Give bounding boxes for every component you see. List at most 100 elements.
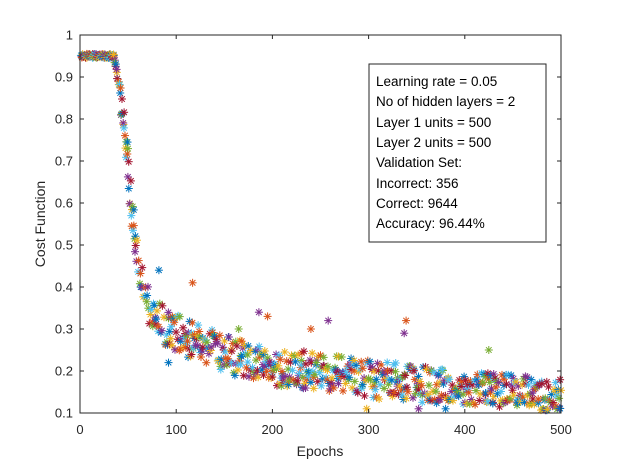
annotation-box: Learning rate = 0.05 No of hidden layers… xyxy=(368,63,547,243)
data-point xyxy=(237,337,246,346)
y-tick-label: 0.3 xyxy=(55,322,73,337)
data-point xyxy=(167,322,176,331)
data-point xyxy=(221,347,230,356)
data-point xyxy=(317,381,326,390)
data-point xyxy=(401,371,410,380)
data-point xyxy=(309,384,318,393)
data-point xyxy=(217,355,226,364)
data-point xyxy=(423,390,432,399)
data-point xyxy=(424,381,433,390)
data-point xyxy=(348,383,357,392)
data-point xyxy=(268,373,277,381)
data-point xyxy=(158,301,167,310)
data-point xyxy=(551,378,560,387)
data-point xyxy=(124,184,133,193)
x-tick-label: 300 xyxy=(358,422,380,437)
data-point xyxy=(122,153,130,162)
data-point xyxy=(365,357,374,366)
data-point xyxy=(402,394,411,403)
data-point xyxy=(337,353,346,361)
annotation-learning-rate: Learning rate = 0.05 xyxy=(376,74,497,89)
data-point xyxy=(309,373,318,382)
data-point xyxy=(358,380,367,389)
data-point xyxy=(357,357,366,366)
data-point xyxy=(232,342,241,350)
data-point xyxy=(366,375,375,384)
data-point xyxy=(400,329,409,338)
y-tick-label: 0.8 xyxy=(55,112,73,127)
data-point xyxy=(230,371,239,380)
data-point xyxy=(254,308,263,317)
data-point xyxy=(497,387,505,396)
annotation-layer2-units: Layer 2 units = 500 xyxy=(376,135,491,150)
data-point xyxy=(203,338,211,347)
data-point xyxy=(276,355,285,364)
y-tick-label: 1 xyxy=(66,28,73,43)
x-axis-label: Epochs xyxy=(297,443,344,459)
data-point xyxy=(492,383,500,392)
y-axis-label: Cost Function xyxy=(32,181,48,267)
x-tick-label: 500 xyxy=(550,422,572,437)
data-point xyxy=(481,389,490,397)
data-point xyxy=(172,328,181,337)
data-point xyxy=(432,387,440,396)
data-point xyxy=(301,384,310,392)
data-point xyxy=(360,391,369,400)
data-point xyxy=(324,316,333,325)
data-point xyxy=(362,404,371,413)
data-point xyxy=(383,358,392,367)
data-point xyxy=(207,343,216,351)
data-point xyxy=(119,119,128,127)
data-point xyxy=(464,388,473,397)
data-point xyxy=(445,375,454,384)
data-point xyxy=(403,387,412,396)
data-point xyxy=(323,362,332,371)
y-tick-label: 0.2 xyxy=(55,364,73,379)
data-point xyxy=(341,379,350,388)
data-point xyxy=(358,364,367,373)
data-point xyxy=(417,381,426,390)
data-point xyxy=(388,392,397,401)
data-point xyxy=(402,316,411,325)
data-point xyxy=(298,373,307,382)
data-point xyxy=(236,360,245,369)
y-tick-label: 0.4 xyxy=(55,280,73,295)
data-point xyxy=(435,378,444,387)
data-point xyxy=(489,392,498,401)
data-point xyxy=(170,318,179,327)
data-point xyxy=(131,247,139,256)
data-point xyxy=(239,371,248,380)
data-point xyxy=(352,361,361,370)
data-point xyxy=(262,367,271,376)
data-point xyxy=(243,358,252,367)
data-point xyxy=(154,266,163,275)
plot-frame xyxy=(79,34,562,414)
annotation-hidden-layers: No of hidden layers = 2 xyxy=(376,94,515,109)
data-point xyxy=(484,346,493,354)
data-point xyxy=(224,333,233,341)
data-point xyxy=(274,361,283,370)
data-point xyxy=(234,325,243,333)
x-tick-label: 0 xyxy=(76,422,83,437)
y-tick-label: 0.1 xyxy=(55,406,73,421)
data-point xyxy=(246,346,255,355)
data-point xyxy=(263,312,272,321)
data-point xyxy=(544,382,553,391)
data-point xyxy=(188,278,197,287)
data-point xyxy=(485,378,494,387)
x-tick-label: 200 xyxy=(262,422,284,437)
data-point xyxy=(150,301,159,310)
data-point xyxy=(197,353,205,361)
data-point xyxy=(123,150,132,158)
annotation-accuracy: Accuracy: 96.44% xyxy=(376,216,485,231)
data-point xyxy=(227,347,236,356)
data-point xyxy=(312,358,321,367)
data-point xyxy=(260,347,269,355)
data-point xyxy=(215,331,224,340)
data-point xyxy=(280,348,289,356)
y-tick-label: 0.5 xyxy=(55,238,73,253)
data-point xyxy=(502,380,511,389)
data-point xyxy=(313,377,322,386)
data-point xyxy=(166,334,175,343)
data-point xyxy=(134,256,143,265)
